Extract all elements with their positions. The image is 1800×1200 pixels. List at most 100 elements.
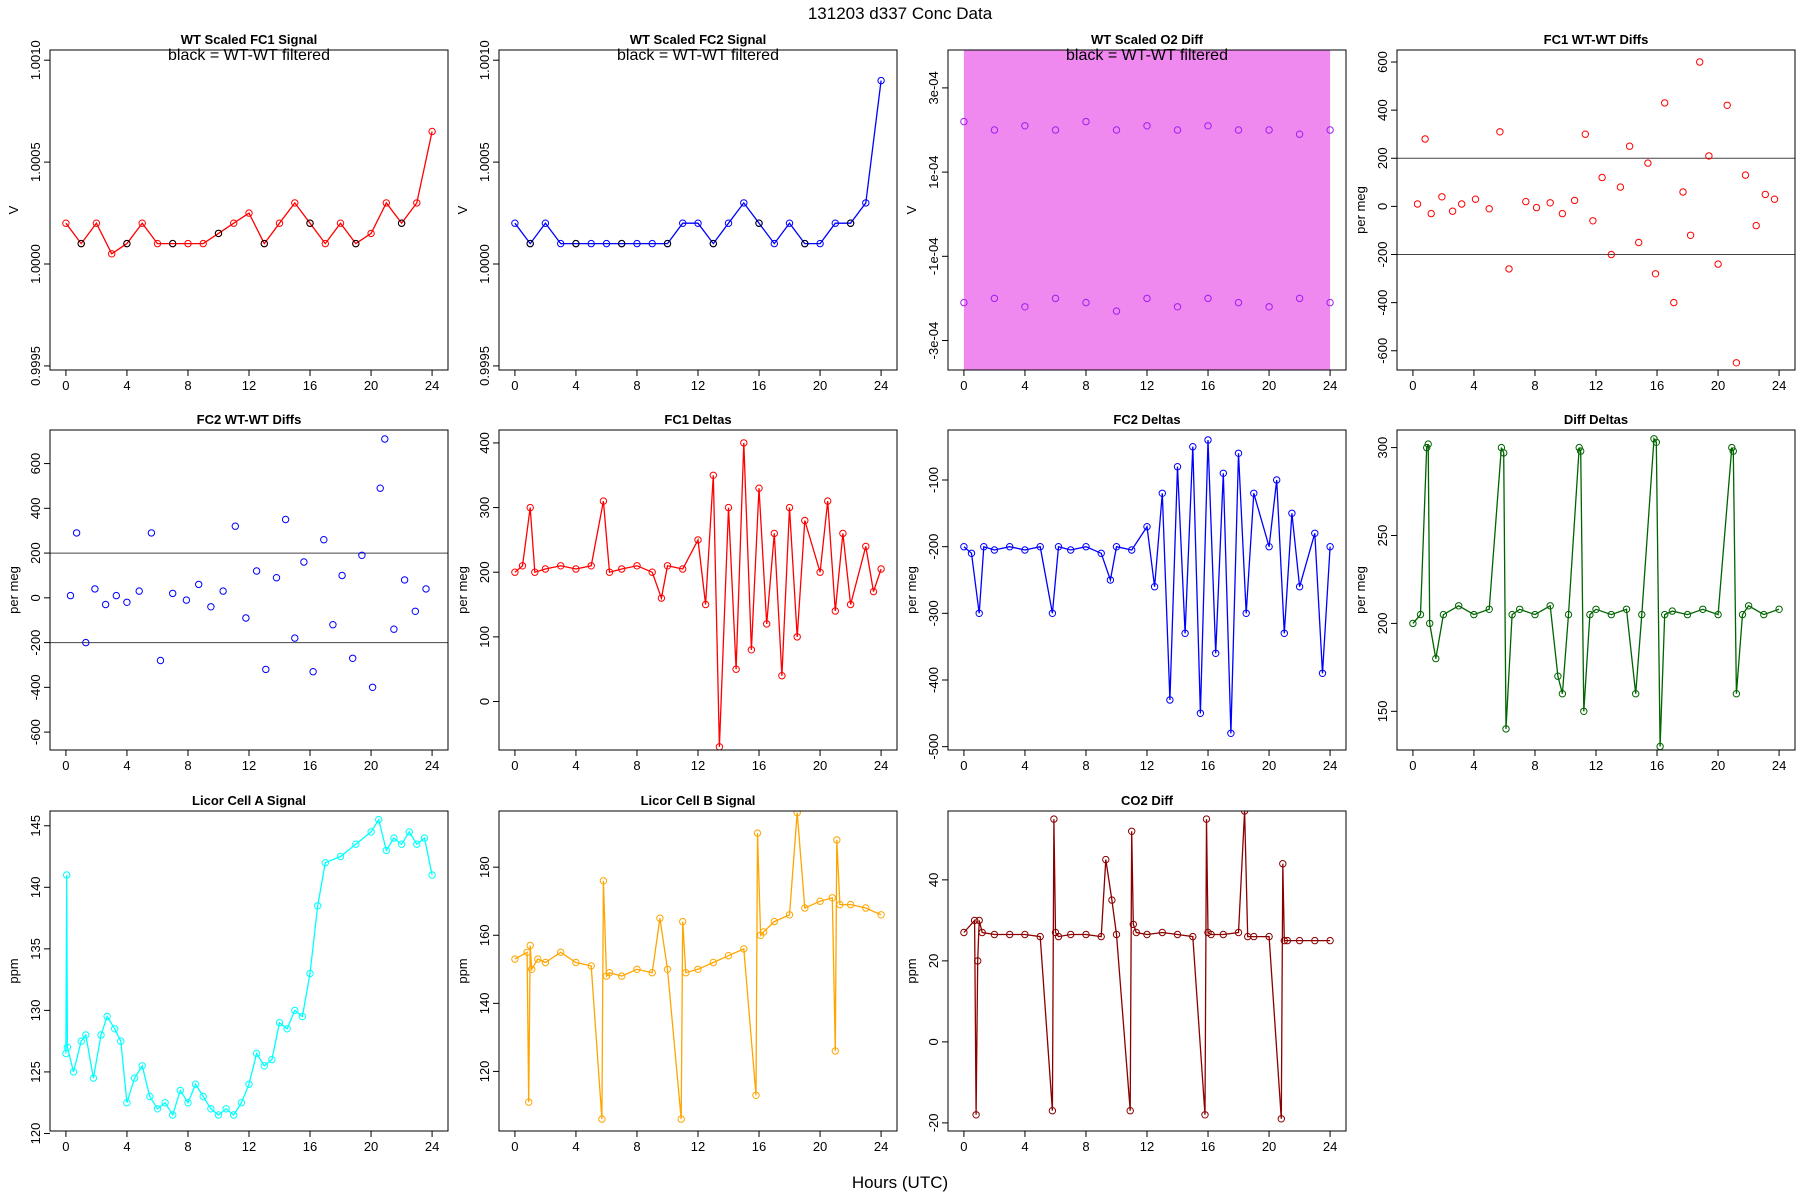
data-point xyxy=(709,958,717,967)
data-point xyxy=(1082,543,1090,551)
data-point xyxy=(587,239,595,248)
data-point xyxy=(1729,447,1738,455)
data-point xyxy=(831,1047,839,1055)
data-point xyxy=(975,916,983,925)
x-tick-label: 16 xyxy=(303,378,317,393)
y-axis-label: per meg xyxy=(1353,566,1368,614)
y-tick-label: 100 xyxy=(477,626,492,648)
chart-title: WT Scaled FC1 Signal xyxy=(181,32,318,47)
y-tick-label: -20 xyxy=(926,1114,941,1133)
x-tick-label: 24 xyxy=(1772,758,1786,773)
y-axis-label: ppm xyxy=(6,958,21,983)
data-point xyxy=(338,571,346,580)
data-point xyxy=(1558,209,1567,218)
data-point xyxy=(82,1031,90,1039)
chart-title: Licor Cell A Signal xyxy=(192,793,306,808)
data-point xyxy=(1696,58,1704,66)
data-point xyxy=(960,298,968,307)
data-point xyxy=(1250,932,1258,941)
x-tick-label: 20 xyxy=(813,758,827,773)
data-point xyxy=(1048,1107,1057,1115)
data-point xyxy=(1485,605,1493,613)
data-point xyxy=(1635,238,1643,247)
data-point xyxy=(1021,122,1029,130)
data-point xyxy=(1532,203,1541,212)
data-point xyxy=(1242,609,1250,617)
data-point xyxy=(1775,605,1783,613)
data-point xyxy=(138,219,146,227)
x-tick-label: 0 xyxy=(1409,378,1416,393)
series-line xyxy=(65,817,433,1117)
chart-title: FC2 WT-WT Diffs xyxy=(197,412,302,427)
data-point xyxy=(541,958,550,967)
data-point xyxy=(1670,298,1678,307)
data-point xyxy=(1129,920,1138,929)
data-point xyxy=(846,600,855,609)
x-tick-label: 0 xyxy=(62,758,69,773)
data-point xyxy=(1438,193,1446,201)
data-point xyxy=(663,562,672,570)
data-point xyxy=(1500,449,1508,457)
data-point xyxy=(975,609,983,617)
data-point xyxy=(709,471,717,479)
data-point xyxy=(587,562,595,570)
data-point xyxy=(275,1019,284,1027)
data-point xyxy=(1265,543,1273,551)
y-tick-label: -3e-04 xyxy=(926,322,941,360)
y-axis-label: V xyxy=(455,205,470,214)
data-point xyxy=(222,1105,230,1113)
y-tick-label: 300 xyxy=(477,497,492,519)
x-tick-label: 4 xyxy=(1021,378,1028,393)
data-point xyxy=(587,962,595,970)
data-point xyxy=(184,239,192,248)
data-point xyxy=(1558,690,1567,698)
y-tick-label: 200 xyxy=(1375,613,1390,635)
data-point xyxy=(732,665,740,673)
signal-band xyxy=(963,50,1331,370)
data-point xyxy=(770,239,778,248)
x-tick-label: 4 xyxy=(572,1139,579,1154)
data-point xyxy=(518,562,527,570)
data-point xyxy=(262,665,270,674)
x-tick-label: 24 xyxy=(425,378,439,393)
data-point xyxy=(1036,932,1044,941)
x-tick-label: 12 xyxy=(242,378,256,393)
y-tick-label: 1.0005 xyxy=(28,142,43,182)
y-tick-label: 3e-04 xyxy=(926,71,941,104)
data-point xyxy=(1158,928,1167,937)
series-0 xyxy=(62,127,436,258)
data-point xyxy=(1201,1111,1209,1119)
data-point xyxy=(801,904,809,912)
data-point xyxy=(1413,200,1422,208)
data-point xyxy=(1097,549,1105,557)
data-point xyxy=(1234,126,1243,134)
figure-title: 131203 d337 Conc Data xyxy=(808,4,993,23)
x-tick-label: 4 xyxy=(123,1139,130,1154)
data-point xyxy=(724,503,733,512)
data-point xyxy=(108,250,116,258)
plot-area xyxy=(511,439,885,750)
data-point xyxy=(153,1105,162,1113)
data-point xyxy=(1752,221,1760,230)
filtered-point xyxy=(526,239,534,248)
x-tick-label: 4 xyxy=(1021,1139,1028,1154)
y-tick-label: -100 xyxy=(926,467,941,493)
x-tick-label: 24 xyxy=(1323,1139,1337,1154)
filtered-point xyxy=(618,239,626,248)
chart-title: CO2 Diff xyxy=(1121,793,1174,808)
data-point xyxy=(557,239,565,248)
data-point xyxy=(605,969,614,977)
data-point xyxy=(1288,509,1296,517)
plot-area xyxy=(511,76,885,248)
data-point xyxy=(314,902,322,910)
data-point xyxy=(176,1086,185,1095)
data-point xyxy=(62,219,70,227)
data-point xyxy=(130,1074,139,1082)
data-point xyxy=(1143,122,1151,130)
y-axis-label: per meg xyxy=(6,566,21,614)
x-tick-label: 16 xyxy=(752,1139,766,1154)
data-point xyxy=(990,930,999,939)
data-point xyxy=(793,811,801,817)
data-point xyxy=(397,840,406,848)
data-point xyxy=(1546,602,1554,610)
